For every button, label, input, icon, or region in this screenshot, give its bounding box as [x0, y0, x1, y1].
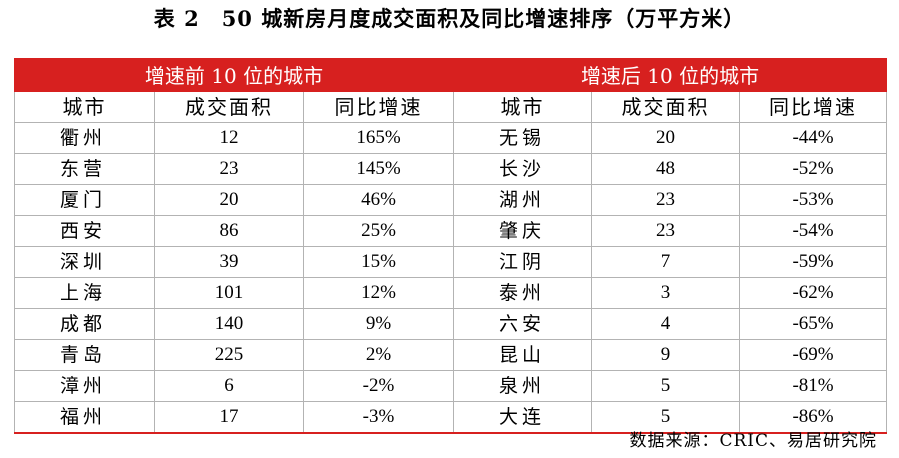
bottom-yoy-cell: -62% — [739, 277, 888, 309]
bottom-city-cell: 大连 — [453, 401, 593, 434]
bottom-area-cell: 7 — [591, 246, 741, 278]
bottom-yoy-cell: -54% — [739, 215, 888, 247]
bottom-city-cell: 泉州 — [453, 370, 593, 402]
bottom-area-cell: 23 — [591, 215, 741, 247]
top-area-cell: 140 — [154, 308, 304, 340]
bottom-city-cell: 无锡 — [453, 122, 593, 154]
top-area-cell: 12 — [154, 122, 304, 154]
table-row: 上海 101 12% 泰州 3 -62% — [14, 277, 888, 309]
top-city-cell: 厦门 — [14, 184, 155, 216]
top-area-cell: 101 — [154, 277, 304, 309]
top-yoy-cell: 9% — [302, 308, 455, 340]
top-area-cell: 20 — [154, 184, 304, 216]
top-city-cell: 福州 — [14, 401, 155, 434]
table-row: 青岛 225 2% 昆山 9 -69% — [14, 339, 888, 371]
top-area-cell: 225 — [154, 339, 304, 371]
table-row: 东营 23 145% 长沙 48 -52% — [14, 153, 888, 185]
bottom-yoy-cell: -86% — [739, 401, 888, 434]
column-header-row: 城市 成交面积 同比增速 城市 成交面积 同比增速 — [14, 91, 888, 123]
top-area-cell: 17 — [154, 401, 304, 434]
bottom-area-cell: 23 — [591, 184, 741, 216]
bottom-yoy-cell: -69% — [739, 339, 888, 371]
top-yoy-cell: -3% — [302, 401, 455, 434]
top-yoy-cell: 165% — [302, 122, 455, 154]
top-area-cell: 6 — [154, 370, 304, 402]
top-city-cell: 漳州 — [14, 370, 155, 402]
top-yoy-cell: 2% — [302, 339, 455, 371]
column-header-area-top: 成交面积 — [154, 91, 304, 123]
top-city-cell: 青岛 — [14, 339, 155, 371]
bottom-yoy-cell: -44% — [739, 122, 888, 154]
top-area-cell: 86 — [154, 215, 304, 247]
ranking-table: 增速前 10 位的城市 增速后 10 位的城市 城市 成交面积 同比增速 城市 … — [13, 58, 888, 434]
top-city-cell: 西安 — [14, 215, 155, 247]
column-header-city-top: 城市 — [14, 91, 155, 123]
top-yoy-cell: 12% — [302, 277, 455, 309]
bottom-city-cell: 江阴 — [453, 246, 593, 278]
bottom-area-cell: 3 — [591, 277, 741, 309]
bottom-city-cell: 长沙 — [453, 153, 593, 185]
group-header-row: 增速前 10 位的城市 增速后 10 位的城市 — [13, 59, 888, 92]
group-header-top: 增速前 10 位的城市 — [13, 59, 455, 92]
top-area-cell: 23 — [154, 153, 304, 185]
column-header-yoy-top: 同比增速 — [302, 91, 455, 123]
table-title: 表 2 50 城新房月度成交面积及同比增速排序（万平方米） — [153, 6, 746, 31]
bottom-yoy-cell: -65% — [739, 308, 888, 340]
table-row: 衢州 12 165% 无锡 20 -44% — [14, 122, 888, 154]
column-header-yoy-bottom: 同比增速 — [739, 91, 888, 123]
bottom-yoy-cell: -52% — [739, 153, 888, 185]
column-header-city-bottom: 城市 — [453, 91, 593, 123]
table-row: 厦门 20 46% 湖州 23 -53% — [14, 184, 888, 216]
top-city-cell: 上海 — [14, 277, 155, 309]
bottom-yoy-cell: -53% — [739, 184, 888, 216]
bottom-city-cell: 湖州 — [453, 184, 593, 216]
ranking-table-container: 增速前 10 位的城市 增速后 10 位的城市 城市 成交面积 同比增速 城市 … — [13, 58, 888, 434]
group-header-bottom: 增速后 10 位的城市 — [453, 59, 888, 92]
top-city-cell: 衢州 — [14, 122, 155, 154]
top-yoy-cell: 145% — [302, 153, 455, 185]
top-city-cell: 东营 — [14, 153, 155, 185]
bottom-city-cell: 六安 — [453, 308, 593, 340]
column-header-area-bottom: 成交面积 — [591, 91, 741, 123]
bottom-area-cell: 20 — [591, 122, 741, 154]
table-row: 成都 140 9% 六安 4 -65% — [14, 308, 888, 340]
bottom-city-cell: 泰州 — [453, 277, 593, 309]
table-row: 深圳 39 15% 江阴 7 -59% — [14, 246, 888, 278]
bottom-city-cell: 肇庆 — [453, 215, 593, 247]
top-city-cell: 深圳 — [14, 246, 155, 278]
table-row: 西安 86 25% 肇庆 23 -54% — [14, 215, 888, 247]
bottom-area-cell: 48 — [591, 153, 741, 185]
bottom-city-cell: 昆山 — [453, 339, 593, 371]
bottom-area-cell: 4 — [591, 308, 741, 340]
table-row: 漳州 6 -2% 泉州 5 -81% — [14, 370, 888, 402]
top-city-cell: 成都 — [14, 308, 155, 340]
table-body: 衢州 12 165% 无锡 20 -44% 东营 23 145% 长沙 48 -… — [14, 122, 888, 434]
data-source-note: 数据来源：CRIC、易居研究院 — [629, 431, 877, 451]
top-yoy-cell: 15% — [302, 246, 455, 278]
top-area-cell: 39 — [154, 246, 304, 278]
bottom-area-cell: 5 — [591, 370, 741, 402]
bottom-yoy-cell: -81% — [739, 370, 888, 402]
top-yoy-cell: 46% — [302, 184, 455, 216]
top-yoy-cell: 25% — [302, 215, 455, 247]
bottom-yoy-cell: -59% — [739, 246, 888, 278]
bottom-area-cell: 9 — [591, 339, 741, 371]
table-row: 福州 17 -3% 大连 5 -86% — [14, 401, 888, 434]
top-yoy-cell: -2% — [302, 370, 455, 402]
